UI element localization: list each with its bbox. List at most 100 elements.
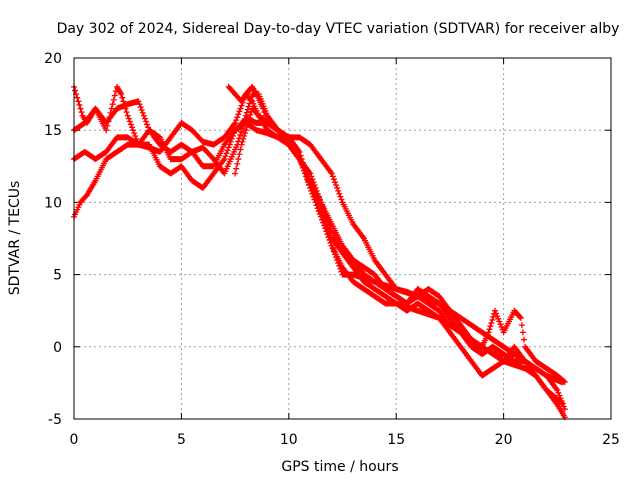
data-point [322, 225, 329, 232]
data-point [336, 190, 343, 197]
data-point [301, 166, 308, 173]
data-point [239, 125, 246, 132]
data-point [105, 118, 112, 125]
data-point [141, 115, 148, 122]
y-tick-label: 0 [53, 340, 62, 356]
data-point [320, 219, 327, 226]
data-point [118, 91, 125, 98]
data-point [243, 109, 250, 116]
data-point [559, 400, 566, 407]
data-point [109, 101, 116, 108]
data-point [74, 94, 81, 101]
data-point [554, 387, 561, 394]
data-point [246, 114, 253, 121]
data-point [296, 148, 303, 155]
data-point [492, 307, 499, 314]
data-point [82, 193, 89, 200]
data-point [245, 117, 252, 124]
data-point [122, 105, 129, 112]
data-point [224, 147, 231, 154]
data-point [234, 160, 241, 167]
chart-title: Day 302 of 2024, Sidereal Day-to-day VTE… [57, 21, 620, 37]
data-point [225, 144, 232, 151]
data-point [333, 182, 340, 189]
data-point [124, 112, 131, 119]
data-point [135, 98, 142, 105]
data-point [76, 101, 83, 108]
data-point [233, 117, 240, 124]
data-point [235, 156, 242, 163]
data-point [311, 196, 318, 203]
data-point [327, 239, 334, 246]
data-point [241, 130, 248, 137]
data-point [330, 176, 337, 183]
data-point [308, 187, 315, 194]
data-point [556, 392, 563, 399]
data-point [110, 96, 117, 103]
data-point [324, 231, 331, 238]
data-point [555, 389, 562, 396]
data-point [485, 329, 492, 336]
data-point [239, 122, 246, 129]
y-tick-label: 20 [44, 51, 62, 67]
x-tick-label: 25 [602, 432, 620, 448]
data-point [329, 173, 336, 180]
x-tick-label: 20 [495, 432, 513, 448]
data-point [490, 313, 497, 320]
data-point [519, 329, 526, 336]
data-point [247, 97, 254, 104]
data-point [236, 108, 243, 115]
data-point [560, 378, 567, 385]
data-point [487, 323, 494, 330]
data-point [126, 118, 133, 125]
series-track-5 [225, 83, 568, 413]
data-point [298, 156, 305, 163]
data-point [237, 105, 244, 112]
y-tick-label: -5 [48, 412, 62, 428]
data-point [309, 190, 316, 197]
data-point [315, 208, 322, 215]
data-point [486, 326, 493, 333]
data-point [335, 187, 342, 194]
data-point [320, 205, 327, 212]
data-point [221, 156, 228, 163]
data-point [107, 109, 114, 116]
data-point [302, 170, 309, 177]
data-point [103, 127, 110, 134]
data-point [128, 124, 135, 131]
data-point [310, 193, 317, 200]
data-point [314, 205, 321, 212]
data-point [119, 94, 126, 101]
data-point [297, 152, 304, 159]
data-point [106, 114, 113, 121]
series-track-2 [71, 119, 566, 407]
data-point [496, 318, 503, 325]
data-point [489, 316, 496, 323]
data-point [238, 128, 245, 135]
data-point [232, 170, 239, 177]
data-point [241, 132, 248, 139]
y-tick-label: 15 [44, 123, 62, 139]
data-point [557, 395, 564, 402]
data-point [223, 150, 230, 157]
data-point [136, 101, 143, 108]
tick-layer: 0 5 10 15 20 25 -5 0 5 10 15 20 [44, 51, 620, 448]
x-tick-label: 5 [177, 432, 186, 448]
data-point [323, 228, 330, 235]
data-point [495, 315, 502, 322]
x-tick-label: 0 [70, 432, 79, 448]
data-point [121, 101, 128, 108]
data-point [324, 216, 331, 223]
data-point [498, 323, 505, 330]
y-tick-label: 5 [53, 268, 62, 284]
data-point [72, 87, 79, 94]
data-point [244, 106, 251, 113]
data-point [561, 406, 568, 413]
data-point [322, 210, 329, 217]
data-point [139, 109, 146, 116]
data-point [493, 310, 500, 317]
data-point [338, 196, 345, 203]
data-point [78, 109, 85, 116]
data-point [560, 403, 567, 410]
